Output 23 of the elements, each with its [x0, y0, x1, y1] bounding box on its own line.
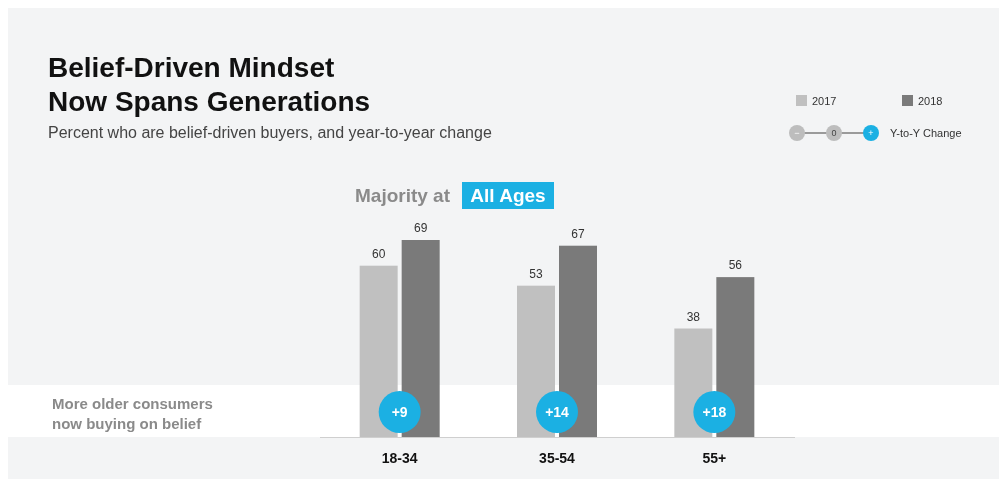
text: 0: [831, 128, 837, 138]
data-label: 67: [571, 226, 585, 241]
data-label: 38: [686, 309, 701, 324]
chart-title: Belief-Driven Mindset Now Spans Generations: [48, 52, 371, 117]
annotation: +18: [702, 404, 727, 420]
text: −: [794, 128, 800, 138]
data-label: 69: [413, 221, 428, 235]
annotation: +9: [391, 404, 408, 420]
text: Y-to-Y Change: [890, 127, 962, 139]
x-tick-label: 18-34: [381, 450, 418, 466]
data-label: 60: [371, 246, 386, 261]
chart-subtitle: Percent who are belief-driven buyers, and year-to-year change: [48, 124, 492, 141]
x-tick-label: 55+: [702, 450, 727, 466]
data-label: 56: [728, 258, 743, 273]
x-tick-label: 35-54: [539, 450, 576, 466]
text: Majority at: [355, 185, 451, 206]
text: +: [868, 128, 874, 138]
legend-label: 2017: [812, 95, 837, 107]
annotation: +14: [545, 404, 570, 420]
text: More older consumers now buying on belief: [52, 395, 213, 432]
legend-label: 2018: [918, 95, 943, 107]
text: All Ages: [470, 185, 546, 206]
data-label: 53: [529, 266, 543, 281]
